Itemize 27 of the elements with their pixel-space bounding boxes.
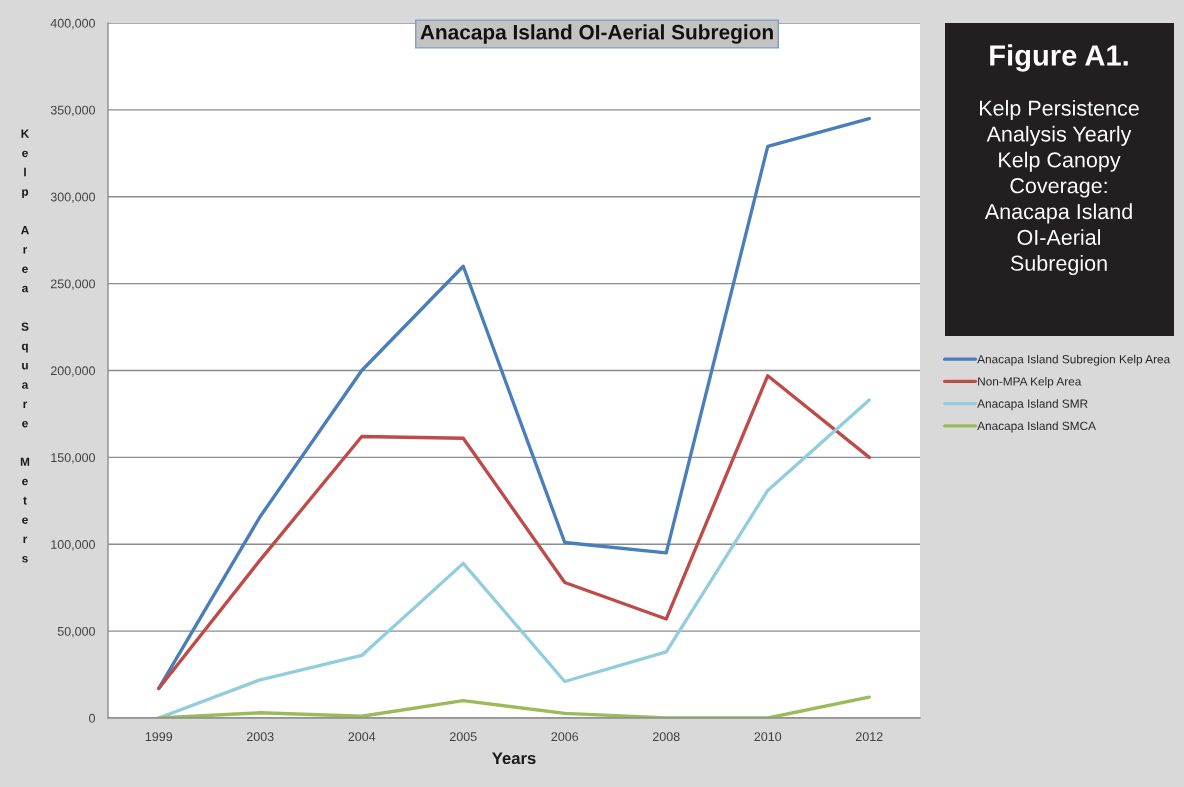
x-axis-title: Years <box>492 752 536 765</box>
y-tick-label: 250,000 <box>50 279 96 290</box>
x-tick-label: 2004 <box>348 732 376 742</box>
caption: Figure A1. <box>990 44 1128 72</box>
legend-label: Non-MPA Kelp Area <box>978 376 1082 388</box>
legend-label: Anacapa Island SMR <box>977 399 1088 411</box>
y-tick-label: 150,000 <box>51 453 96 464</box>
line-series <box>157 695 871 718</box>
legend-label: Anacapa Island Subregion Kelp Area <box>977 354 1171 366</box>
y-tick-label: 100,000 <box>51 540 96 551</box>
x-tick-label: 2006 <box>551 732 579 742</box>
y-tick-label: 50,000 <box>57 626 96 638</box>
x-tick-label: 2010 <box>754 732 782 742</box>
y-tick-label: 300,000 <box>50 192 96 203</box>
y-tick-label: 0 <box>89 713 96 723</box>
x-tick-label: 2005 <box>449 732 477 742</box>
x-tick-label: 2012 <box>855 732 883 742</box>
y-tick-label: 350,000 <box>50 105 96 116</box>
y-tick-label: 400,000 <box>50 18 96 30</box>
chart-title: Anacapa Island OI-Aerial Subregion <box>420 24 773 44</box>
x-tick-label: 1999 <box>145 732 173 742</box>
text: Kelp Area Square Meters <box>20 129 30 563</box>
x-tick-label: 2008 <box>652 732 680 742</box>
y-tick-label: 200,000 <box>50 366 96 377</box>
x-tick-label: 2003 <box>246 732 274 742</box>
legend-label: Anacapa Island SMCA <box>977 421 1096 433</box>
text: Kelp Persistence Analysis Yearly Kelp Canopy Coverage: Anacapa Island OI-Aerial Subregion <box>980 100 1139 276</box>
